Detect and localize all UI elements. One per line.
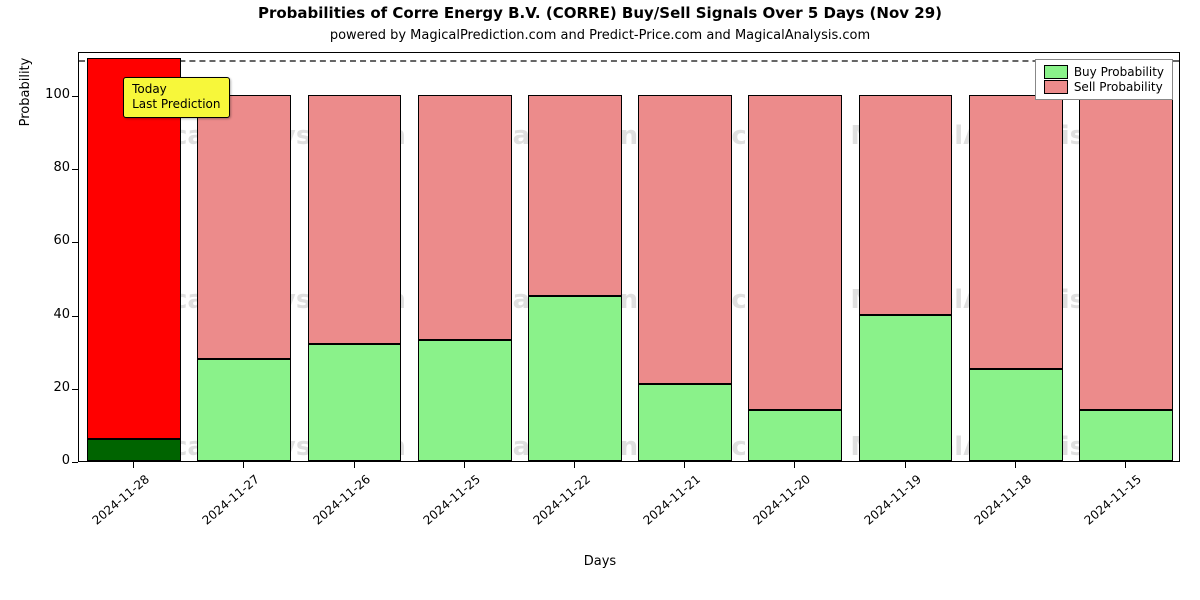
sell-bar [969,95,1063,370]
x-tick-mark [464,462,465,468]
buy-bar [418,340,512,461]
x-tick-mark [243,462,244,468]
chart-title: Probabilities of Corre Energy B.V. (CORR… [0,4,1200,22]
y-tick-mark [72,462,78,463]
sell-bar [1079,95,1173,410]
y-tick-label: 0 [20,453,70,468]
y-tick-label: 60 [20,233,70,248]
y-tick-mark [72,242,78,243]
x-tick-mark [1125,462,1126,468]
x-tick-mark [905,462,906,468]
x-tick-label: 2024-11-19 [846,472,924,541]
sell-bar [197,95,291,359]
sell-bar [528,95,622,296]
callout-line1: Today [132,82,220,98]
y-tick-mark [72,389,78,390]
buy-bar [308,344,402,461]
y-tick-label: 20 [20,380,70,395]
x-tick-mark [133,462,134,468]
x-tick-label: 2024-11-22 [515,472,593,541]
legend-swatch [1044,65,1068,79]
buy-bar [197,359,291,462]
x-tick-label: 2024-11-18 [956,472,1034,541]
x-tick-mark [1015,462,1016,468]
x-tick-label: 2024-11-15 [1066,472,1144,541]
legend-item: Buy Probability [1044,65,1164,79]
sell-bar [859,95,953,315]
bar-group [528,51,622,461]
sell-bar [748,95,842,410]
sell-bar [638,95,732,384]
sell-bar [418,95,512,340]
legend-label: Buy Probability [1074,65,1164,79]
y-tick-label: 40 [20,307,70,322]
y-tick-mark [72,96,78,97]
x-tick-mark [684,462,685,468]
x-tick-mark [574,462,575,468]
legend: Buy ProbabilitySell Probability [1035,59,1173,100]
legend-swatch [1044,80,1068,94]
x-tick-label: 2024-11-21 [625,472,703,541]
buy-bar [638,384,732,461]
buy-bar [1079,410,1173,461]
bar-group [308,51,402,461]
buy-bar [969,369,1063,461]
buy-bar [748,410,842,461]
plot-area: MagicalAnalysis.comMagicalAnalysis.comMa… [78,52,1180,462]
x-axis-label: Days [0,554,1200,569]
y-tick-label: 100 [20,87,70,102]
buy-bar [528,296,622,461]
bar-group [748,51,842,461]
bar-group [1079,51,1173,461]
callout-line2: Last Prediction [132,97,220,113]
x-tick-label: 2024-11-26 [295,472,373,541]
bar-group [969,51,1063,461]
y-axis-label: Probability [18,0,33,297]
chart-subtitle: powered by MagicalPrediction.com and Pre… [0,28,1200,43]
legend-label: Sell Probability [1074,80,1163,94]
bar-group [418,51,512,461]
chart-container: Probabilities of Corre Energy B.V. (CORR… [0,0,1200,600]
legend-item: Sell Probability [1044,80,1164,94]
x-tick-label: 2024-11-20 [735,472,813,541]
x-tick-label: 2024-11-27 [184,472,262,541]
x-tick-label: 2024-11-28 [74,472,152,541]
bar-group [638,51,732,461]
bar-group [859,51,953,461]
x-tick-label: 2024-11-25 [405,472,483,541]
buy-bar [859,315,953,461]
y-tick-mark [72,316,78,317]
y-tick-mark [72,169,78,170]
x-tick-mark [794,462,795,468]
x-tick-mark [354,462,355,468]
y-tick-label: 80 [20,160,70,175]
buy-bar [87,439,181,461]
today-callout: Today Last Prediction [123,77,229,118]
sell-bar [308,95,402,344]
